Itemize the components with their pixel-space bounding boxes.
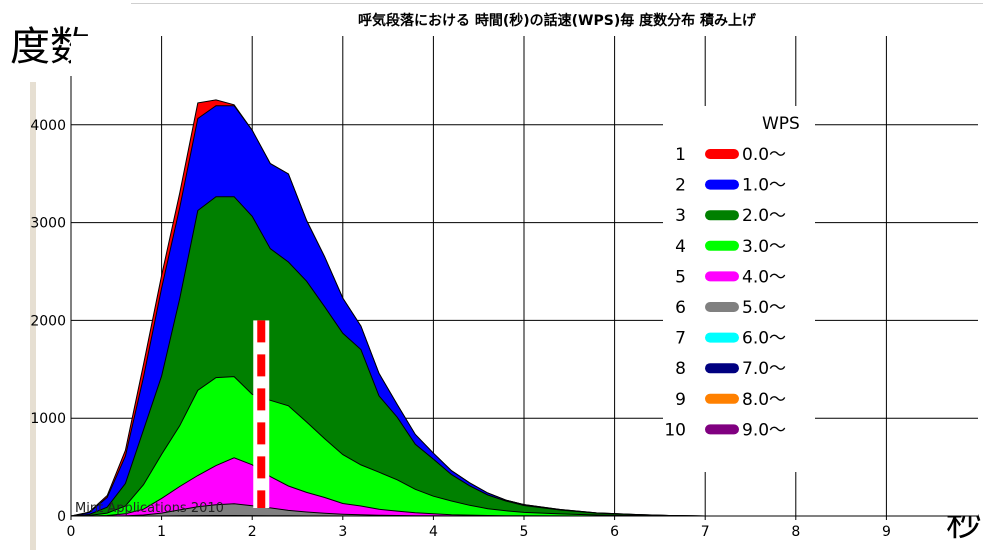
legend-number: 6 [675,298,686,318]
legend-swatch [705,149,739,159]
legend-label: 1.0〜 [742,176,786,196]
x-tick-label: 7 [701,524,710,540]
legend-swatch [705,240,739,251]
y-tick-label: 2000 [30,313,66,329]
marker-background [253,320,270,508]
legend-label: 0.0〜 [742,145,786,165]
x-tick-label: 0 [67,524,76,540]
legend-number: 3 [675,206,686,226]
legend-label: 8.0〜 [742,390,786,410]
x-tick-label: 3 [338,524,347,540]
left-edge-bar [30,82,36,550]
legend-swatch [705,210,739,221]
y-tick-label: 3000 [30,216,66,232]
legend-swatch [705,302,739,312]
x-tick-label: 8 [791,524,800,540]
legend-label: 4.0〜 [742,267,786,287]
legend-label: 7.0〜 [742,359,786,379]
x-tick-label: 6 [610,524,619,540]
watermark-text: Mint Applications 2010 [75,501,224,516]
legend-label: 3.0〜 [742,237,786,257]
legend-number: 9 [675,390,686,410]
y-tick-label: 1000 [30,411,66,427]
legend-swatch [705,393,739,404]
y-tick-label: 0 [57,509,66,525]
legend-label: 2.0〜 [742,206,786,226]
x-tick-label: 9 [882,524,891,540]
legend-number: 4 [675,237,686,257]
legend-box [663,106,815,472]
legend-title: WPS [762,114,800,134]
legend-swatch [705,363,739,374]
x-tick-label: 1 [157,524,166,540]
x-tick-label: 5 [520,524,529,540]
x-tick-label: 2 [248,524,257,540]
legend-label: 6.0〜 [742,329,786,349]
legend-number: 1 [675,145,686,165]
title-bar: 呼気段落における 時間(秒)の話速(WPS)毎 度数分布 積み上げ [131,3,983,34]
legend-swatch [705,271,739,282]
legend-number: 2 [675,176,686,196]
legend-label: 5.0〜 [742,298,786,318]
x-tick-label: 4 [429,524,438,540]
legend-label: 9.0〜 [742,420,786,440]
legend-number: 8 [675,359,686,379]
y-tick-label: 4000 [30,118,66,134]
legend-number: 7 [675,329,686,349]
legend-number: 10 [664,420,686,440]
legend-swatch [705,424,739,435]
legend-number: 5 [675,267,686,287]
chart-title: 呼気段落における 時間(秒)の話速(WPS)毎 度数分布 積み上げ [357,13,756,29]
legend-swatch [705,179,739,190]
legend-swatch [705,332,739,343]
